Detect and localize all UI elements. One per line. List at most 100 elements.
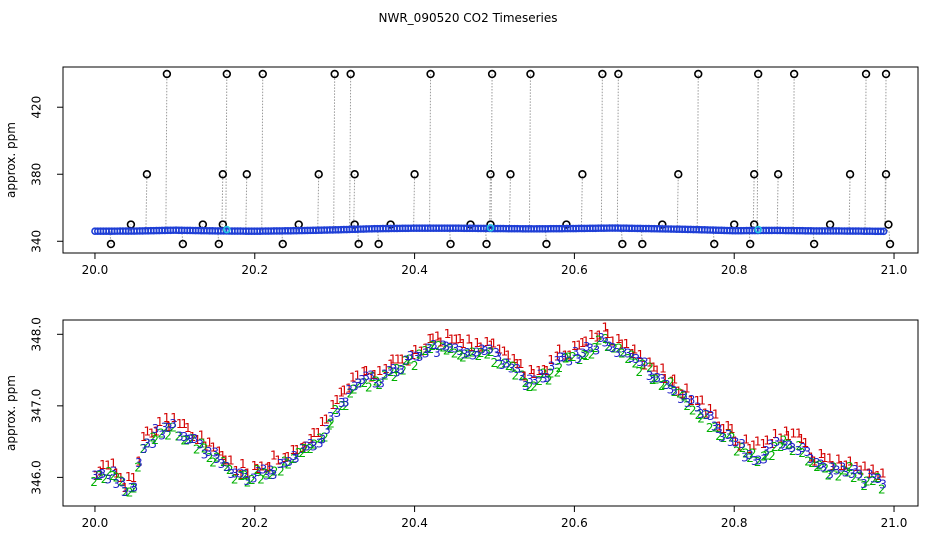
series-1-point: 1 <box>653 363 661 377</box>
series-2-point: 2 <box>676 387 684 401</box>
series-3-point: 3 <box>121 485 129 499</box>
series-3-point: 3 <box>152 422 160 436</box>
series-3-point: 3 <box>628 351 636 365</box>
series-3-point: 3 <box>828 461 836 475</box>
series-2-point: 2 <box>635 365 643 379</box>
series-2-point: 2 <box>576 353 584 367</box>
bottom-y-tick-label: 348.0 <box>30 317 44 351</box>
series-3-point: 3 <box>422 347 430 361</box>
series-2-point: 2 <box>316 432 324 446</box>
series-1-point: 1 <box>96 464 104 478</box>
series-2-point: 2 <box>681 389 689 403</box>
series-2-point: 2 <box>365 380 373 394</box>
outlier-connector <box>225 73 228 231</box>
series-2-point: 2 <box>238 469 246 483</box>
series-1-point: 1 <box>363 364 371 378</box>
series-1-point: 1 <box>483 335 491 349</box>
series-1-point: 1 <box>698 393 706 407</box>
series-3-point: 3 <box>99 467 107 481</box>
series-1-point: 1 <box>109 456 117 470</box>
series-1-point: 1 <box>835 453 843 467</box>
series-2-point: 2 <box>295 446 303 460</box>
bottom-x-tick-label: 20.2 <box>241 516 268 530</box>
series-1-point: 1 <box>736 439 744 453</box>
series-1-point: 1 <box>345 382 353 396</box>
series-2-point: 2 <box>381 368 389 382</box>
series-2-point: 2 <box>257 473 265 487</box>
series-1-point: 1 <box>264 461 272 475</box>
bottom-x-tick-label: 20.8 <box>721 516 748 530</box>
series-3-point: 3 <box>833 464 841 478</box>
series-1-point: 1 <box>579 336 587 350</box>
outlier-connector <box>776 174 779 231</box>
series-3-point: 3 <box>232 467 240 481</box>
series-3-point: 3 <box>446 341 454 355</box>
series-1-point: 1 <box>310 426 318 440</box>
series-1-point: 1 <box>631 343 639 357</box>
series-3-point: 3 <box>280 456 288 470</box>
outlier-point <box>710 239 719 249</box>
series-2-point: 2 <box>683 399 691 413</box>
series-3-point: 3 <box>191 432 199 446</box>
series-2-point: 2 <box>487 345 495 359</box>
series-2-point: 2 <box>816 458 824 472</box>
series-3-point: 3 <box>263 468 271 482</box>
series-3-point: 3 <box>799 441 807 455</box>
series-2-point: 2 <box>785 438 793 452</box>
outlier-point <box>218 170 228 179</box>
outlier-point <box>885 239 895 249</box>
outlier-connector <box>221 174 224 231</box>
series-1-point: 1 <box>869 463 877 477</box>
outlier-connector <box>508 174 511 229</box>
series-2-point: 2 <box>540 366 548 380</box>
series-3-point: 3 <box>135 456 143 470</box>
outlier-connector <box>676 174 679 230</box>
outlier-point <box>694 69 703 79</box>
top-outlier-lines <box>109 73 891 245</box>
series-3-point: 3 <box>760 452 768 466</box>
series-1-point: 1 <box>504 348 512 362</box>
series-1-point: 1 <box>104 458 112 472</box>
series-2-point: 2 <box>254 463 262 477</box>
series-1-point: 1 <box>521 370 529 384</box>
series-3-point: 3 <box>237 466 245 480</box>
series-1-point: 1 <box>861 459 869 473</box>
series-1-point: 1 <box>661 372 669 386</box>
series-3-point: 3 <box>531 374 539 388</box>
outlier-point <box>374 239 383 249</box>
series-1-point: 1 <box>646 355 654 369</box>
series-3-point: 3 <box>870 472 878 486</box>
series-2-point: 2 <box>780 433 788 447</box>
outlier-connector <box>261 73 264 232</box>
series-2-point: 2 <box>338 399 346 413</box>
series-1-point: 1 <box>582 334 590 348</box>
outlier-point <box>330 69 339 79</box>
series-2-point: 2 <box>427 342 435 356</box>
outlier-point <box>526 69 535 79</box>
outlier-point <box>346 69 355 79</box>
series-1-point: 1 <box>398 352 406 366</box>
bottom-y-tick-label: 347.0 <box>30 389 44 423</box>
series-1-point: 1 <box>675 384 683 398</box>
figure-title: NWR_090520 CO2 Timeseries <box>379 11 558 25</box>
series-1-point: 1 <box>323 412 331 426</box>
series-2-point: 2 <box>850 471 858 485</box>
series-3-point: 3 <box>579 347 587 361</box>
series-1-point: 1 <box>270 449 278 463</box>
series-2-point: 2 <box>134 461 142 475</box>
series-3-point: 3 <box>169 417 177 431</box>
series-3-point: 3 <box>842 465 850 479</box>
series-2-point: 2 <box>804 455 812 469</box>
series-1-point: 1 <box>165 420 173 434</box>
series-2-point: 2 <box>241 468 249 482</box>
series-2-point: 2 <box>90 475 98 489</box>
top-axes: 20.0 20.2 20.4 20.6 20.8 21.0 340 380 420 <box>30 96 908 277</box>
top-panel: approx. ppm 20.0 20.2 20.4 20.6 20.8 21.0 340 3… <box>4 66 919 277</box>
series-2-point: 2 <box>105 465 113 479</box>
series-1-point: 1 <box>318 415 326 429</box>
series-3-point: 3 <box>260 463 268 477</box>
outlier-point <box>486 170 495 179</box>
bottom-x-tick-label: 20.4 <box>401 516 428 530</box>
series-3-point: 3 <box>624 346 632 360</box>
series-2-point: 2 <box>795 439 803 453</box>
